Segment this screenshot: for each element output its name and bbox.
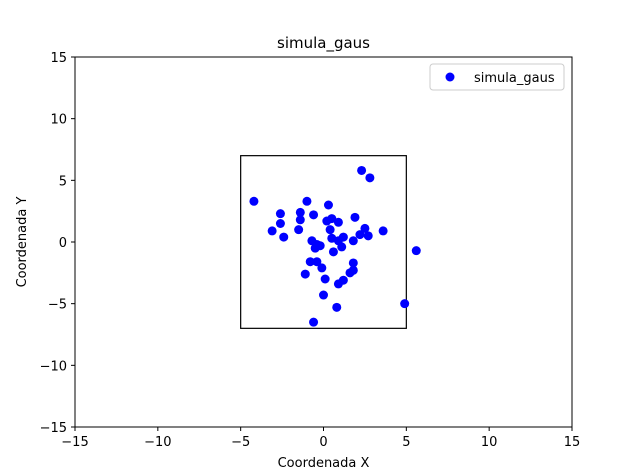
data-point [319, 290, 328, 300]
data-points-layer [249, 165, 421, 327]
data-point [305, 257, 315, 267]
data-point [267, 226, 277, 236]
data-point [325, 225, 335, 235]
chart-title: simula_gaus [277, 34, 370, 53]
data-point [355, 230, 365, 240]
x-tick-label: −10 [144, 435, 171, 450]
data-point [295, 215, 305, 225]
data-point [275, 219, 285, 228]
y-tick-label: −15 [40, 421, 67, 436]
legend-box [429, 63, 565, 91]
data-point [275, 209, 285, 219]
data-point [363, 231, 373, 241]
data-point [300, 269, 310, 279]
data-point [348, 258, 358, 268]
data-point [365, 173, 375, 183]
data-point [378, 226, 388, 236]
data-point [309, 210, 319, 220]
plot-frame [74, 56, 573, 428]
data-point [312, 257, 322, 267]
data-point [400, 299, 410, 309]
data-point [302, 196, 312, 206]
data-point [310, 243, 320, 253]
legend-label: simula_gaus [474, 71, 555, 86]
data-point [295, 207, 305, 217]
data-point [322, 216, 332, 226]
data-point [337, 242, 347, 252]
data-point [350, 212, 360, 222]
x-tick-label: −5 [231, 435, 250, 450]
y-axis-ticks: −15 −10 −5 0 5 10 15 [40, 51, 75, 436]
data-point [309, 317, 319, 327]
x-tick-label: 0 [319, 435, 327, 450]
y-tick-label: −10 [40, 359, 67, 374]
bounding-box-layer [240, 155, 407, 329]
data-point [333, 217, 343, 227]
data-point [333, 279, 343, 289]
x-axis-label: Coordenada X [278, 456, 370, 471]
data-point [279, 232, 289, 242]
data-point [332, 302, 342, 312]
x-tick-label: 15 [564, 435, 581, 450]
data-point [345, 268, 355, 278]
y-tick-label: 5 [59, 174, 67, 189]
legend-marker [445, 72, 455, 82]
data-point [357, 165, 367, 175]
y-tick-label: −5 [48, 298, 67, 313]
data-point [249, 196, 259, 206]
data-point [328, 247, 338, 257]
x-tick-label: 10 [481, 435, 498, 450]
y-tick-label: 10 [50, 113, 67, 128]
square-boundary [240, 155, 407, 329]
x-axis-ticks: −15 −10 −5 0 5 10 15 [61, 427, 580, 450]
data-point [348, 236, 358, 246]
data-point [411, 246, 421, 256]
y-axis-label: Coordenada Y [15, 197, 30, 288]
x-tick-label: 5 [402, 435, 410, 450]
y-tick-label: 0 [59, 236, 67, 251]
legend: simula_gaus [429, 63, 565, 91]
y-tick-label: 15 [50, 51, 67, 66]
x-tick-label: −15 [61, 435, 88, 450]
data-point [360, 223, 370, 233]
data-point [323, 200, 333, 210]
data-point [320, 274, 330, 284]
data-point [294, 225, 304, 235]
data-point [317, 263, 327, 273]
